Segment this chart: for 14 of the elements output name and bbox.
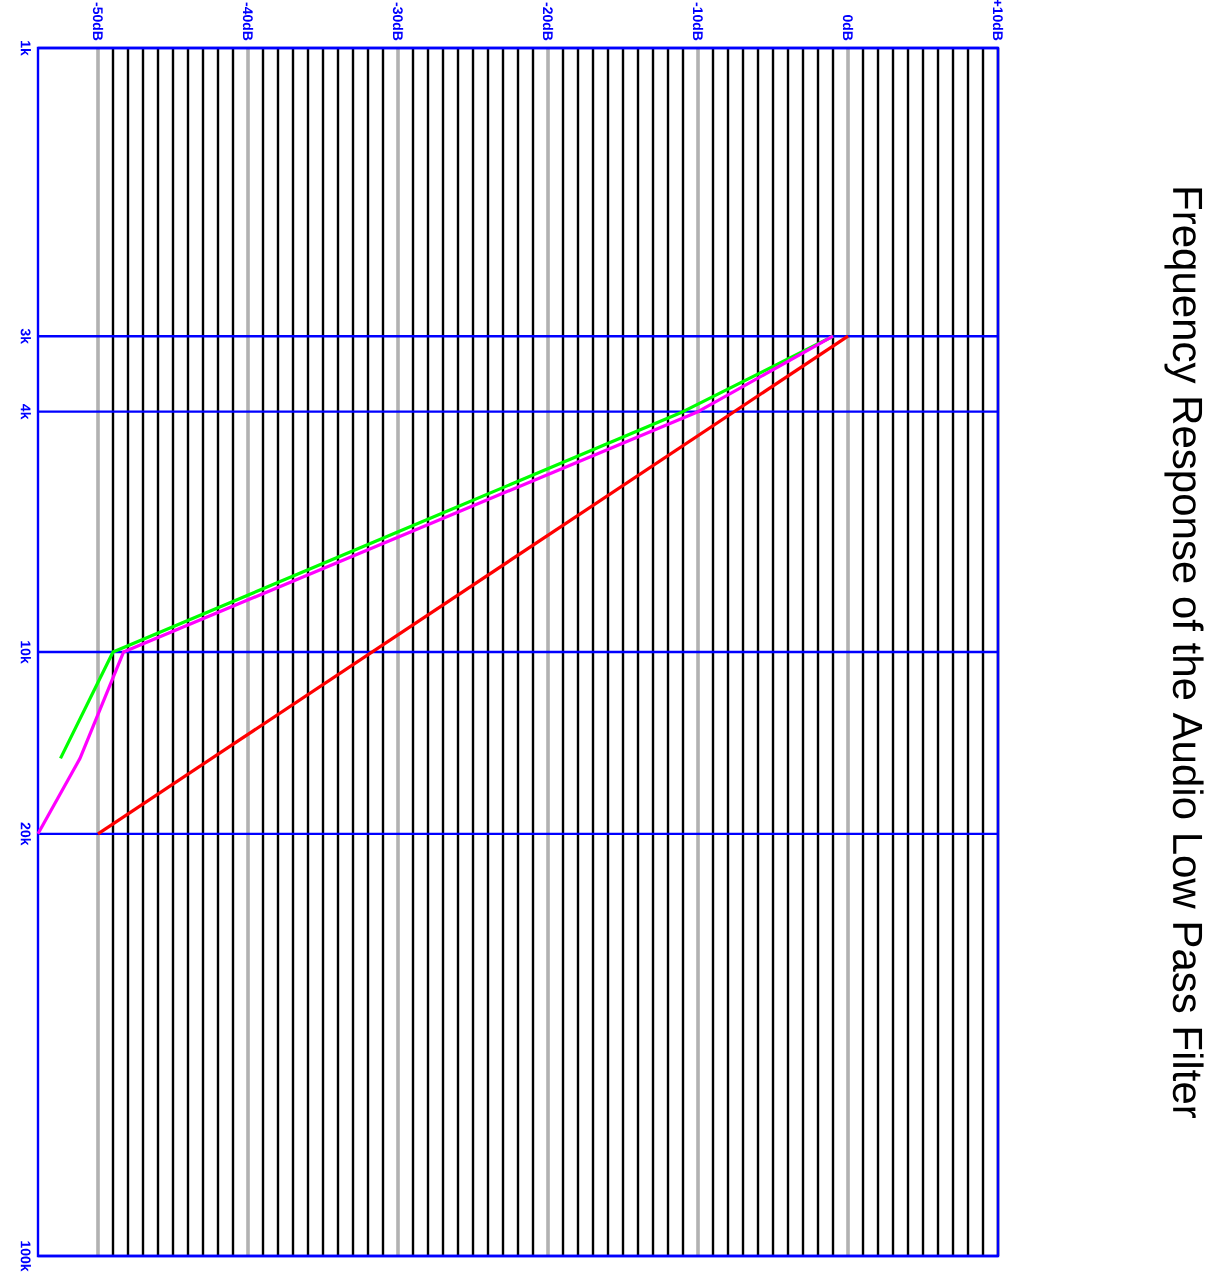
x-tick-label: -50dB xyxy=(92,2,104,41)
x-tick-label: 0dB xyxy=(842,15,854,41)
y-tick-label: 100k xyxy=(20,1241,31,1272)
x-tick-label: +10dB xyxy=(992,0,1004,41)
x-tick-label: -30dB xyxy=(392,2,404,41)
y-tick-label: 10k xyxy=(20,641,31,664)
x-tick-label: -10dB xyxy=(692,2,704,41)
y-tick-label: 4k xyxy=(20,404,31,420)
x-tick-label: -20dB xyxy=(542,2,554,41)
y-tick-label: 3k xyxy=(20,328,31,344)
x-tick-label: -40dB xyxy=(242,2,254,41)
text: Frequency Response of the Audio Low Pass Filter xyxy=(1164,188,1204,1119)
y-tick-label: 20k xyxy=(20,822,31,846)
y-tick-label: 1k xyxy=(20,41,31,56)
